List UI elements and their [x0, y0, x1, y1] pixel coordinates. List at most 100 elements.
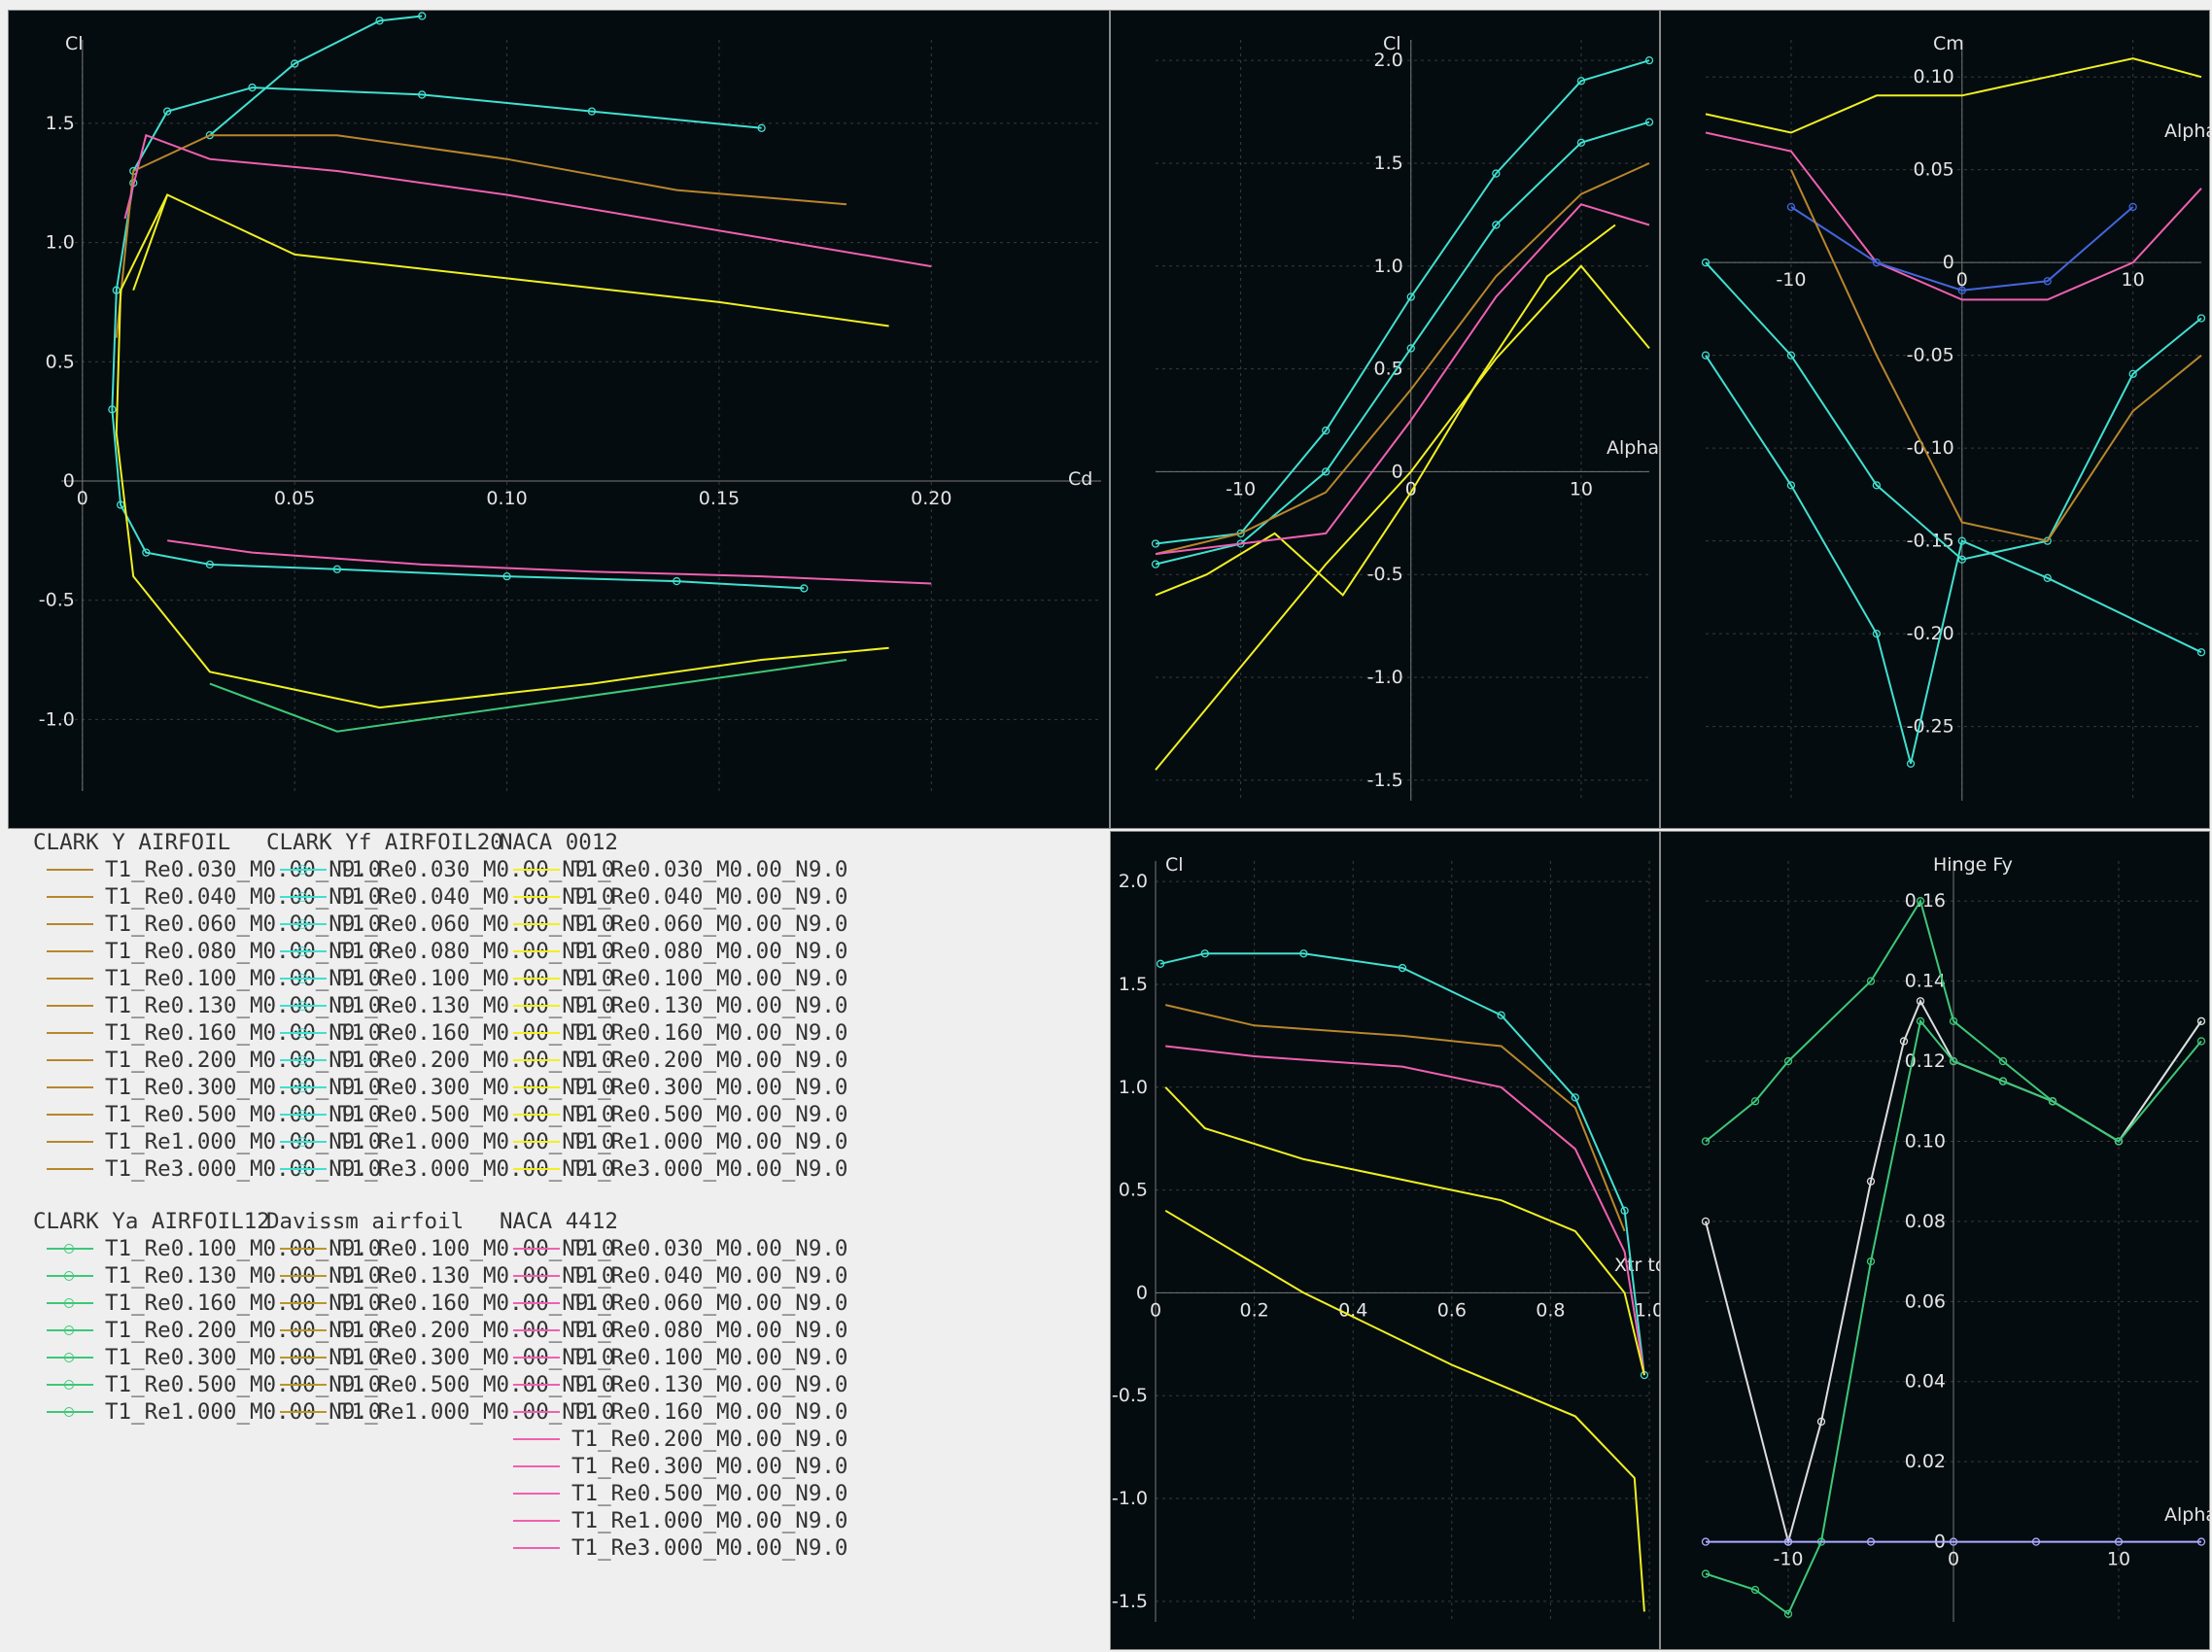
legend-item[interactable]: T1_Re0.130_M0.00_N9.0	[33, 992, 381, 1019]
legend-item[interactable]: T1_Re0.200_M0.00_N9.0	[266, 1317, 614, 1344]
legend-item[interactable]: T1_Re1.000_M0.00_N9.0	[266, 1398, 614, 1426]
legend-item[interactable]: T1_Re0.060_M0.00_N9.0	[266, 911, 614, 938]
x-tick-label: 0.20	[911, 488, 951, 509]
legend-item[interactable]: T1_Re0.030_M0.00_N9.0	[500, 856, 847, 883]
legend-item[interactable]: T1_Re0.200_M0.00_N9.0	[500, 1047, 847, 1074]
y-tick-label: 1.5	[46, 113, 75, 134]
legend-item[interactable]: T1_Re0.200_M0.00_N9.0	[33, 1317, 381, 1344]
legend-line-swatch	[513, 1520, 560, 1522]
legend-item[interactable]: T1_Re0.060_M0.00_N9.0	[500, 1290, 847, 1317]
legend-item[interactable]: T1_Re0.200_M0.00_N9.0	[266, 1047, 614, 1074]
legend-item[interactable]: T1_Re0.500_M0.00_N9.0	[266, 1371, 614, 1398]
legend-item[interactable]: T1_Re0.130_M0.00_N9.0	[33, 1262, 381, 1290]
legend-item[interactable]: T1_Re0.040_M0.00_N9.0	[33, 883, 381, 911]
x-tick-label: 0.10	[486, 488, 527, 509]
legend-item[interactable]: T1_Re0.100_M0.00_N9.0	[500, 1344, 847, 1371]
legend-item[interactable]: T1_Re0.300_M0.00_N9.0	[33, 1074, 381, 1101]
legend-item-label: T1_Re0.130_M0.00_N9.0	[105, 1263, 382, 1289]
legend-item[interactable]: T1_Re0.160_M0.00_N9.0	[266, 1290, 614, 1317]
plot-area	[1701, 57, 2206, 768]
legend-item[interactable]: T1_Re0.200_M0.00_N9.0	[33, 1047, 381, 1074]
series-point	[1899, 1037, 1909, 1046]
series-point	[1786, 351, 1796, 360]
legend-item[interactable]: T1_Re0.160_M0.00_N9.0	[266, 1019, 614, 1047]
legend-item[interactable]: T1_Re3.000_M0.00_N9.0	[33, 1155, 381, 1183]
legend-item[interactable]: T1_Re0.500_M0.00_N9.0	[33, 1101, 381, 1128]
legend-line-swatch	[513, 1302, 560, 1304]
legend-item[interactable]: T1_Re0.080_M0.00_N9.0	[500, 1317, 847, 1344]
legend-item[interactable]: T1_Re0.080_M0.00_N9.0	[33, 938, 381, 965]
legend-item[interactable]: T1_Re0.100_M0.00_N9.0	[33, 965, 381, 992]
legend-item[interactable]: T1_Re0.080_M0.00_N9.0	[266, 938, 614, 965]
y-tick-label: 0.5	[1119, 1180, 1148, 1201]
legend-item[interactable]: T1_Re0.030_M0.00_N9.0	[33, 856, 381, 883]
legend-item[interactable]: T1_Re0.060_M0.00_N9.0	[500, 911, 847, 938]
legend-item[interactable]: T1_Re1.000_M0.00_N9.0	[500, 1128, 847, 1155]
legend-item[interactable]: T1_Re0.100_M0.00_N9.0	[500, 965, 847, 992]
legend-item[interactable]: T1_Re0.060_M0.00_N9.0	[33, 911, 381, 938]
y-axis-label: Cl	[1165, 854, 1184, 876]
legend-item[interactable]: T1_Re0.500_M0.00_N9.0	[500, 1480, 847, 1507]
legend-item[interactable]: T1_Re0.300_M0.00_N9.0	[266, 1344, 614, 1371]
legend-item[interactable]: T1_Re0.080_M0.00_N9.0	[500, 938, 847, 965]
legend-item[interactable]: T1_Re0.040_M0.00_N9.0	[500, 1262, 847, 1290]
legend-line-swatch	[47, 1407, 93, 1417]
legend-item[interactable]: T1_Re0.160_M0.00_N9.0	[500, 1398, 847, 1426]
chart-hinge-alpha[interactable]: -10 0 10 0 0.02 0.04 0.06 0.08 0.10 0.12 0.14 0.16 A…	[1660, 831, 2211, 1650]
legend-line-swatch	[47, 1059, 93, 1061]
legend-item[interactable]: T1_Re0.500_M0.00_N9.0	[33, 1371, 381, 1398]
series-point	[1783, 1537, 1793, 1546]
legend-item[interactable]: T1_Re0.130_M0.00_N9.0	[266, 992, 614, 1019]
grid	[61, 40, 1101, 791]
legend-line-swatch	[280, 1411, 327, 1413]
legend-item[interactable]: T1_Re1.000_M0.00_N9.0	[266, 1128, 614, 1155]
legend-item[interactable]: T1_Re0.040_M0.00_N9.0	[266, 883, 614, 911]
legend-item[interactable]: T1_Re1.000_M0.00_N9.0	[33, 1128, 381, 1155]
legend-item[interactable]: T1_Re0.500_M0.00_N9.0	[500, 1101, 847, 1128]
legend-item[interactable]: T1_Re0.160_M0.00_N9.0	[33, 1019, 381, 1047]
legend-line-swatch	[280, 1001, 327, 1011]
legend-group-title: Davissm airfoil	[266, 1209, 465, 1234]
chart-cl-cd-polar[interactable]: 0 0.05 0.10 0.15 0.20 -1.0 -0.5 0 0.5 1.0 1.5 Cd Cl	[8, 10, 1110, 829]
legend-item[interactable]: T1_Re3.000_M0.00_N9.0	[500, 1534, 847, 1562]
y-tick-label: 0	[1943, 252, 1954, 273]
x-axis-label: Alpha	[2164, 120, 2211, 142]
legend-item[interactable]: T1_Re3.000_M0.00_N9.0	[500, 1155, 847, 1183]
legend-item[interactable]: T1_Re0.040_M0.00_N9.0	[500, 883, 847, 911]
legend-item-label: T1_Re0.300_M0.00_N9.0	[105, 1345, 382, 1370]
legend-item[interactable]: T1_Re0.500_M0.00_N9.0	[266, 1101, 614, 1128]
legend-item[interactable]: T1_Re0.300_M0.00_N9.0	[266, 1074, 614, 1101]
legend-item[interactable]: T1_Re0.030_M0.00_N9.0	[266, 856, 614, 883]
x-tick-label: 1.0	[1635, 1299, 1661, 1321]
legend-item[interactable]: T1_Re0.160_M0.00_N9.0	[33, 1290, 381, 1317]
legend-item-label: T1_Re3.000_M0.00_N9.0	[105, 1156, 382, 1182]
legend-group-title: CLARK Ya AIRFOIL12	[33, 1209, 270, 1234]
legend-item[interactable]: T1_Re0.160_M0.00_N9.0	[500, 1019, 847, 1047]
legend-item[interactable]: T1_Re0.200_M0.00_N9.0	[500, 1426, 847, 1453]
legend-line-swatch	[280, 946, 327, 956]
chart-cl-xtr[interactable]: 0 0.2 0.4 0.6 0.8 1.0 -1.5 -1.0 -0.5 0 0.5 1.0 1.5 2.…	[1110, 831, 1661, 1650]
legend-item[interactable]: T1_Re0.100_M0.00_N9.0	[266, 965, 614, 992]
legend-item[interactable]: T1_Re0.130_M0.00_N9.0	[266, 1262, 614, 1290]
legend-line-swatch	[280, 974, 327, 983]
legend-item[interactable]: T1_Re0.300_M0.00_N9.0	[500, 1453, 847, 1480]
series-line	[132, 86, 762, 172]
series-point	[1906, 759, 1916, 768]
legend-item[interactable]: T1_Re0.100_M0.00_N9.0	[33, 1235, 381, 1262]
legend-item[interactable]: T1_Re0.130_M0.00_N9.0	[500, 1371, 847, 1398]
legend-item[interactable]: T1_Re3.000_M0.00_N9.0	[266, 1155, 614, 1183]
legend-item[interactable]: T1_Re0.300_M0.00_N9.0	[500, 1074, 847, 1101]
legend-item[interactable]: T1_Re0.300_M0.00_N9.0	[33, 1344, 381, 1371]
chart-cm-alpha[interactable]: -10 0 10 -0.25 -0.20 -0.15 -0.10 -0.05 0 0.05 0.10…	[1660, 10, 2211, 829]
x-axis-label: Alpha	[1607, 437, 1659, 459]
legend-line-swatch	[280, 1083, 327, 1092]
legend-item[interactable]: T1_Re0.030_M0.00_N9.0	[500, 1235, 847, 1262]
legend-area: CLARK Y AIRFOIL T1_Re0.030_M0.00_N9.0 T1_R…	[10, 829, 1110, 1645]
chart-cl-alpha[interactable]: -10 0 10 -1.5 -1.0 -0.5 0 0.5 1.0 1.5 2.0 Alpha Cl	[1110, 10, 1660, 829]
legend-item[interactable]: T1_Re0.130_M0.00_N9.0	[500, 992, 847, 1019]
legend-item-label: T1_Re0.160_M0.00_N9.0	[105, 1291, 382, 1316]
legend-item[interactable]: T1_Re1.000_M0.00_N9.0	[33, 1398, 381, 1426]
legend-item[interactable]: T1_Re1.000_M0.00_N9.0	[500, 1507, 847, 1534]
series-point	[163, 107, 172, 116]
legend-item[interactable]: T1_Re0.100_M0.00_N9.0	[266, 1235, 614, 1262]
